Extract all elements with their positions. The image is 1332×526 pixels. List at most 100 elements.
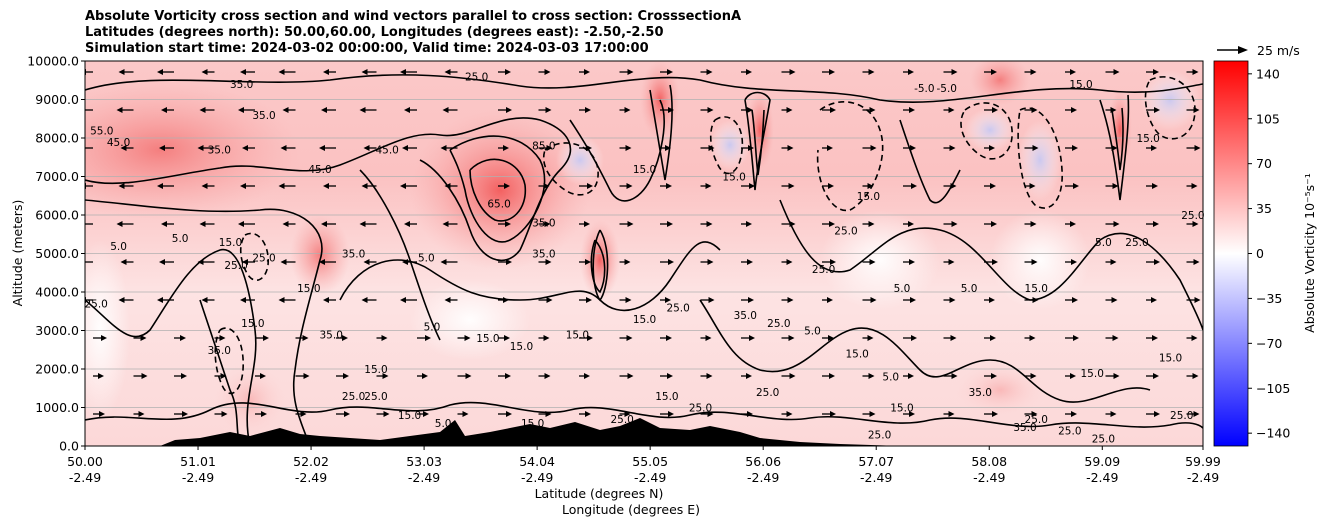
wind-vector xyxy=(903,145,916,151)
contour-label: 35.0 xyxy=(734,310,757,322)
contour-label: 35.0 xyxy=(532,218,555,230)
contour-label: 15.0 xyxy=(476,333,499,345)
wind-vector xyxy=(404,107,417,113)
x-tick-label-lon: -2.49 xyxy=(295,470,327,485)
wind-vector xyxy=(862,297,877,303)
wind-vector xyxy=(402,145,417,151)
contour-label: 25.0 xyxy=(1125,237,1148,249)
wind-vector xyxy=(1065,297,1078,303)
wind-vector xyxy=(862,335,874,341)
wind-vector xyxy=(862,145,877,151)
wind-vector xyxy=(619,69,634,75)
contour-label: 15.0 xyxy=(241,318,264,330)
contour-label: 15.0 xyxy=(566,329,589,341)
wind-vector xyxy=(1065,221,1076,227)
contour-line xyxy=(899,119,961,204)
contour-label: 25.0 xyxy=(834,225,857,237)
wind-vector xyxy=(295,411,307,417)
wind-vector xyxy=(157,69,174,75)
contour-label: 65.0 xyxy=(487,198,510,210)
contour-label: 5.0 xyxy=(1095,237,1112,249)
wind-vector xyxy=(660,145,671,151)
wind-vector xyxy=(1105,221,1120,227)
wind-vector xyxy=(822,259,836,265)
wind-vector xyxy=(498,107,512,113)
y-tick-label: 6000.0 xyxy=(35,208,79,223)
wind-vector xyxy=(538,183,550,189)
wind-vector xyxy=(376,411,390,417)
wind-vector xyxy=(903,107,915,113)
y-tick-label: 5000.0 xyxy=(35,246,79,261)
wind-vector xyxy=(781,221,796,227)
contour-line xyxy=(779,199,1203,331)
wind-vector xyxy=(1186,221,1199,227)
wind-vector xyxy=(1105,411,1117,417)
contour-line xyxy=(699,299,1151,403)
wind-vector xyxy=(984,373,997,379)
wind-vector xyxy=(498,411,512,417)
wind-vector xyxy=(201,69,215,75)
contour-label: 25.0 xyxy=(465,71,488,83)
x-tick-label-lon: -2.49 xyxy=(860,470,892,485)
wind-vector xyxy=(1065,69,1076,75)
wind-vector xyxy=(240,69,255,75)
wind-vector xyxy=(118,183,134,189)
contour-label: -5.0 xyxy=(914,83,935,95)
wind-vector xyxy=(214,411,228,417)
wind-vector xyxy=(1105,107,1117,113)
contour-line xyxy=(85,401,1203,429)
wind-vector xyxy=(498,335,510,341)
wind-vector xyxy=(579,221,590,227)
wind-vector xyxy=(359,221,377,227)
quiver-key-label: 25 m/s xyxy=(1257,43,1300,58)
wind-vector xyxy=(159,145,174,151)
wind-vector xyxy=(741,221,752,227)
contour-line-negative xyxy=(543,142,599,196)
contour-label: 25.0 xyxy=(812,264,835,276)
wind-vector xyxy=(197,145,215,151)
wind-vector xyxy=(579,411,591,417)
wind-vector xyxy=(280,259,296,265)
contour-label: 25.0 xyxy=(666,302,689,314)
wind-vector xyxy=(336,335,348,341)
y-tick-label: 0.0 xyxy=(59,439,79,454)
contour-label: 55.0 xyxy=(90,125,113,137)
wind-vector xyxy=(741,69,752,75)
contour-label: 25.0 xyxy=(1058,426,1081,438)
wind-vector xyxy=(781,145,794,151)
contour-label: 25.0 xyxy=(767,318,790,330)
contour-label: 15.0 xyxy=(510,341,533,353)
contour-line-negative xyxy=(816,101,884,212)
x-axis-label-longitude: Longitude (degrees E) xyxy=(562,502,700,517)
wind-vector xyxy=(660,335,672,341)
wind-vector xyxy=(619,297,632,303)
wind-vector xyxy=(943,221,958,227)
wind-vector xyxy=(1186,69,1199,75)
wind-vector xyxy=(741,335,755,341)
wind-vector xyxy=(1146,259,1160,265)
y-tick-label: 3000.0 xyxy=(35,323,79,338)
wind-vector xyxy=(619,183,633,189)
wind-vector xyxy=(538,107,552,113)
wind-vector xyxy=(157,297,174,303)
wind-vector xyxy=(1186,373,1199,379)
wind-vector xyxy=(660,183,672,189)
colorbar-tick-label: −70 xyxy=(1256,336,1282,351)
wind-vector xyxy=(538,221,551,227)
y-tick-label: 7000.0 xyxy=(35,169,79,184)
wind-vector xyxy=(579,297,592,303)
wind-vector xyxy=(741,411,753,417)
wind-vector xyxy=(984,107,998,113)
wind-vector xyxy=(278,183,296,189)
wind-vector xyxy=(133,335,147,341)
wind-vector xyxy=(201,183,215,189)
wind-vector xyxy=(660,297,671,303)
contour-label: 5.0 xyxy=(894,283,911,295)
terrain-profile xyxy=(85,418,900,446)
wind-vector xyxy=(903,221,914,227)
wind-vector xyxy=(741,183,755,189)
wind-vector xyxy=(700,69,713,75)
contour-label: 45.0 xyxy=(375,145,398,157)
wind-vector xyxy=(538,373,551,379)
